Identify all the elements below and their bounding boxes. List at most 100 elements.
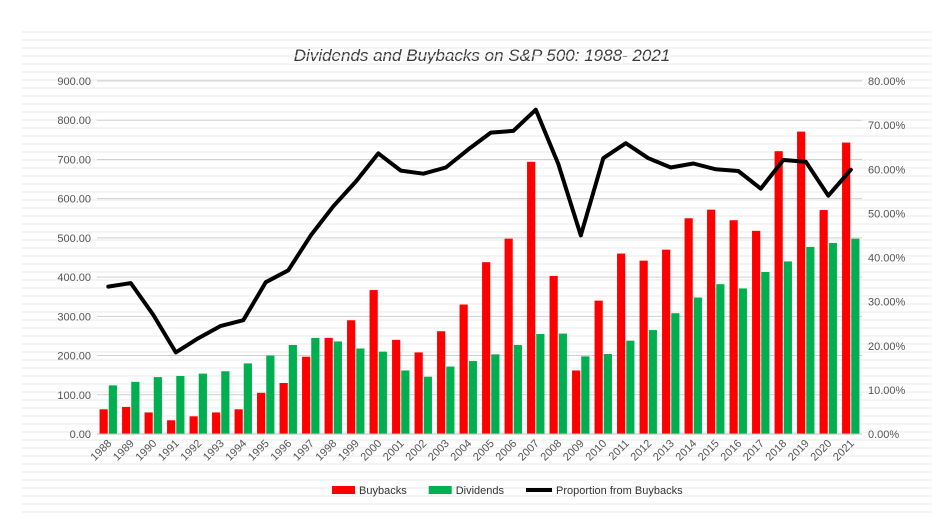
y2-tick-label: 10.00% [868, 385, 906, 397]
x-tick-label: 2018 [764, 438, 790, 464]
x-tick-label: 1997 [291, 438, 317, 464]
buybacks-bar [369, 290, 378, 434]
x-tick-label: 2009 [561, 438, 587, 464]
y2-tick-label: 70.00% [868, 120, 906, 132]
dividends-bar [626, 340, 635, 434]
x-tick-label: 2017 [741, 438, 767, 464]
buybacks-bar [707, 209, 716, 434]
x-axis: 1988198919901991199219931994199519961997… [89, 433, 862, 464]
x-tick-label: 2014 [674, 438, 700, 464]
buybacks-bar [437, 331, 446, 434]
buybacks-bar [527, 161, 536, 434]
x-tick-label: 2003 [426, 438, 452, 464]
buybacks-bar [257, 392, 266, 434]
buybacks-bar [752, 230, 761, 434]
buybacks-bar [774, 151, 783, 435]
dividends-bar [221, 371, 230, 434]
buybacks-bar [729, 220, 738, 434]
y2-tick-label: 20.00% [868, 341, 906, 353]
buybacks-bar [662, 249, 671, 434]
buybacks-bar [549, 275, 558, 434]
x-tick-label: 2007 [516, 438, 542, 464]
buybacks-bar [482, 262, 491, 434]
proportion-line [106, 107, 853, 355]
x-tick-label: 1999 [336, 438, 362, 464]
dividends-bar [761, 272, 770, 434]
buybacks-bar [684, 218, 693, 434]
buybacks-bar [639, 260, 648, 434]
dividends-bar [558, 333, 567, 434]
x-tick-label: 1993 [201, 438, 227, 464]
buybacks-bar [594, 300, 603, 434]
buybacks-bar [459, 304, 468, 434]
buybacks-bar [819, 210, 828, 434]
dividends-bar [131, 381, 140, 434]
y-axis-left: 0.00 100.00 200.00 300.00 400.00 500.00 600.00… [57, 76, 91, 441]
buybacks-bar [504, 238, 513, 434]
dividends-bar [491, 354, 500, 434]
background-lines [22, 31, 932, 513]
buybacks-bar [324, 337, 333, 434]
x-tick-label: 1995 [246, 438, 272, 464]
dividends-bar [851, 238, 860, 434]
buybacks-bar [842, 142, 851, 434]
x-tick-label: 2015 [696, 438, 722, 464]
dividends-bar [401, 370, 410, 434]
x-tick-label: 1990 [134, 438, 160, 464]
x-tick-label: 2010 [584, 438, 610, 464]
legend-swatch-dividends [428, 486, 452, 494]
buybacks-bar [167, 420, 176, 434]
x-tick-label: 2019 [786, 438, 812, 464]
x-tick-label: 2016 [719, 438, 745, 464]
dividends-bar [311, 337, 320, 434]
y2-tick-label: 40.00% [868, 253, 906, 265]
dividends-bar [581, 356, 590, 434]
dividends-bar [108, 385, 117, 434]
y2-tick-label: 80.00% [868, 76, 906, 88]
dividends-bar [536, 333, 545, 434]
buybacks-bar [99, 409, 108, 434]
x-tick-label: 1988 [89, 438, 115, 464]
x-tick-label: 2021 [831, 438, 857, 464]
buybacks-bar [144, 412, 153, 434]
dividends-bar [783, 261, 792, 434]
dividends-bar [153, 377, 162, 434]
x-tick-label: 2005 [471, 438, 497, 464]
x-tick-label: 2006 [494, 438, 520, 464]
buybacks-bar [572, 370, 581, 434]
dividends-bar [716, 284, 725, 434]
legend-swatch-buybacks [332, 486, 355, 494]
dividends-bar [266, 355, 275, 434]
x-tick-label: 2012 [629, 438, 655, 464]
dividends-bar [828, 242, 837, 434]
y-tick-label: 900.00 [57, 76, 91, 88]
x-tick-label: 1992 [179, 438, 205, 464]
buybacks-bar [617, 253, 626, 434]
y-tick-label: 200.00 [57, 351, 91, 363]
dividends-bar [243, 363, 252, 434]
dividends-bar [198, 373, 207, 434]
dividends-bar [806, 246, 815, 434]
y-tick-label: 600.00 [57, 194, 91, 206]
dividends-bar [603, 353, 612, 434]
dividends-bar [468, 361, 477, 434]
y-tick-label: 100.00 [57, 390, 91, 402]
buybacks-bar [279, 383, 288, 434]
buybacks-bar [234, 409, 243, 434]
x-tick-label: 2008 [539, 438, 565, 464]
y2-tick-label: 50.00% [868, 208, 906, 220]
buybacks-bar [122, 406, 131, 434]
legend-label: Dividends [456, 485, 505, 497]
gridlines [97, 80, 862, 435]
dividends-bar [648, 330, 657, 434]
dividends-bar [288, 344, 297, 434]
dividends-bar [356, 348, 365, 434]
legend: Buybacks Dividends Proportion from Buyback… [332, 485, 683, 497]
y-tick-label: 400.00 [57, 272, 91, 284]
y2-tick-label: 60.00% [868, 164, 906, 176]
legend-label: Buybacks [359, 485, 407, 497]
dividends-bar [333, 341, 342, 434]
x-tick-label: 1998 [314, 438, 340, 464]
